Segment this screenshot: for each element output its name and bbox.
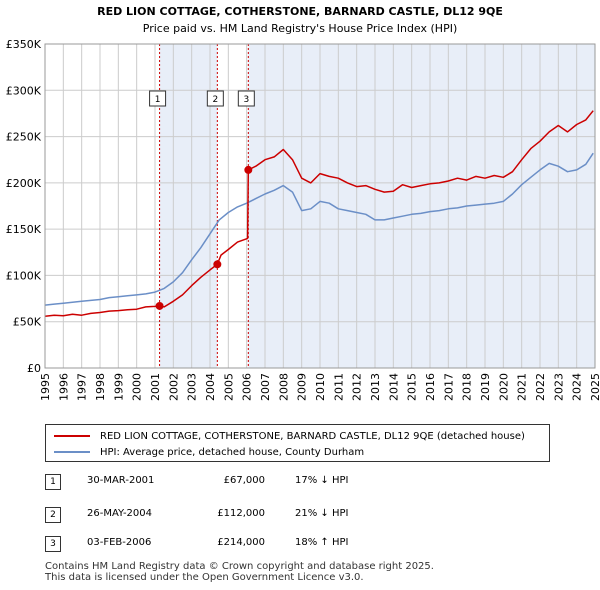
x-tick-label: 2004 (204, 373, 217, 401)
y-tick-label: £200K (6, 177, 42, 190)
sale-number: 1 (45, 474, 61, 490)
x-tick-label: 2003 (186, 373, 199, 401)
x-tick-label: 2023 (552, 373, 565, 401)
legend-item-hpi: HPI: Average price, detached house, Coun… (54, 444, 364, 460)
shaded-range (248, 44, 596, 368)
x-tick-label: 1998 (94, 373, 107, 401)
x-tick-label: 2012 (351, 373, 364, 401)
x-tick-label: 2011 (332, 373, 345, 401)
x-tick-label: 2000 (131, 373, 144, 401)
x-tick-label: 2018 (461, 373, 474, 401)
grid-lines (44, 43, 596, 369)
series-line (44, 110, 594, 317)
chart-subtitle: Price paid vs. HM Land Registry's House … (143, 22, 458, 35)
x-tick-label: 1996 (57, 373, 70, 401)
x-tick-label: 2015 (406, 373, 419, 401)
sale-label-text: 3 (243, 95, 249, 105)
y-tick-label: £250K (6, 131, 42, 144)
sale-point (213, 260, 222, 269)
sale-label-text: 2 (212, 95, 218, 105)
plot-border (44, 43, 596, 369)
series-group (44, 110, 594, 317)
legend-swatch-hpi (54, 451, 90, 453)
sale-point (244, 165, 253, 174)
sale-label-box (149, 90, 167, 107)
sale-label-box (237, 90, 255, 107)
sale-date: 26-MAY-2004 (87, 508, 153, 519)
y-tick-label: £150K (6, 223, 42, 236)
x-tick-label: 2008 (277, 373, 290, 401)
x-tick-label: 2013 (369, 373, 382, 401)
y-tick-label: £350K (6, 38, 42, 51)
footer-line-2: This data is licensed under the Open Gov… (45, 572, 364, 583)
y-tick-label: £300K (6, 84, 42, 97)
sale-row: 2 26-MAY-2004 £112,000 21% ↓ HPI (45, 507, 465, 523)
sale-price: £112,000 (217, 508, 265, 519)
x-tick-label: 2017 (442, 373, 455, 401)
x-tick-label: 1995 (39, 373, 52, 401)
x-tick-label: 2001 (149, 373, 162, 401)
legend: RED LION COTTAGE, COTHERSTONE, BARNARD C… (45, 424, 550, 462)
x-tick-label: 2021 (516, 373, 529, 401)
x-tick-label: 2025 (589, 373, 600, 401)
x-tick-label: 1997 (76, 373, 89, 401)
x-tick-label: 2020 (497, 373, 510, 401)
axes: £0 £50K £100K £150K £200K £250K £300K £350K 1995… (6, 38, 600, 401)
x-tick-label: 2019 (479, 373, 492, 401)
y-tick-label: £50K (13, 316, 42, 329)
y-tick-label: £0 (27, 362, 41, 375)
sale-price: £214,000 (217, 537, 265, 548)
x-tick-label: 2009 (296, 373, 309, 401)
sale-number: 3 (45, 536, 61, 552)
y-tick-label: £100K (6, 269, 42, 282)
legend-label-hpi: HPI: Average price, detached house, Coun… (100, 446, 365, 458)
chart-title: RED LION COTTAGE, COTHERSTONE, BARNARD C… (97, 5, 503, 18)
sale-hpi-diff: 18% ↑ HPI (295, 537, 349, 548)
sale-label-box (206, 90, 224, 107)
x-tick-label: 2014 (387, 373, 400, 401)
sale-hpi-diff: 21% ↓ HPI (295, 508, 349, 519)
legend-label-property: RED LION COTTAGE, COTHERSTONE, BARNARD C… (100, 430, 525, 442)
x-tick-label: 2024 (571, 373, 584, 401)
sale-hpi-diff: 17% ↓ HPI (295, 475, 349, 486)
x-tick-label: 2007 (259, 373, 272, 401)
price-chart: RED LION COTTAGE, COTHERSTONE, BARNARD C… (6, 5, 600, 401)
sale-row: 3 03-FEB-2006 £214,000 18% ↑ HPI (45, 536, 465, 552)
sale-row: 1 30-MAR-2001 £67,000 17% ↓ HPI (45, 474, 465, 490)
legend-swatch-property (54, 435, 90, 437)
x-tick-label: 1999 (112, 373, 125, 401)
footer-line-1: Contains HM Land Registry data © Crown c… (45, 561, 434, 572)
x-tick-label: 2006 (241, 373, 254, 401)
sale-date: 30-MAR-2001 (87, 475, 155, 486)
sale-markers: 1 2 3 (149, 90, 255, 310)
footer-attribution: Contains HM Land Registry data © Crown c… (45, 561, 434, 583)
sale-point (155, 301, 164, 310)
x-tick-label: 2022 (534, 373, 547, 401)
x-tick-label: 2002 (167, 373, 180, 401)
sale-label-text: 1 (155, 95, 161, 105)
sale-date: 03-FEB-2006 (87, 537, 152, 548)
x-tick-label: 2010 (314, 373, 327, 401)
sale-number: 2 (45, 507, 61, 523)
legend-item-property: RED LION COTTAGE, COTHERSTONE, BARNARD C… (54, 428, 525, 444)
sale-price: £67,000 (223, 475, 265, 486)
x-tick-label: 2016 (424, 373, 437, 401)
x-tick-label: 2005 (222, 373, 235, 401)
series-line (44, 152, 594, 306)
